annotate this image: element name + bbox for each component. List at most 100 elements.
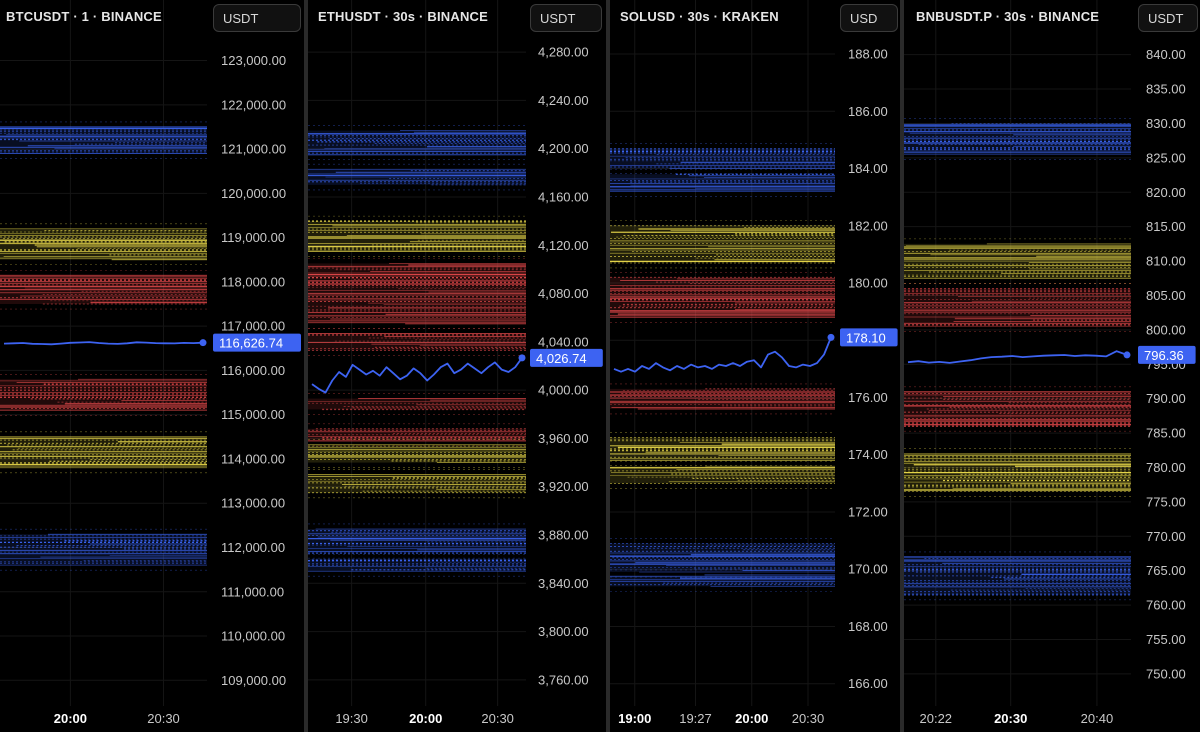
y-tick-label: 4,280.00 (538, 45, 589, 60)
y-tick-label: 830.00 (1146, 116, 1186, 131)
y-tick-label: 109,000.00 (221, 673, 286, 688)
y-tick-label: 3,960.00 (538, 431, 589, 446)
y-tick-label: 110,000.00 (221, 629, 285, 644)
currency-unit-button[interactable]: USDT (1138, 4, 1198, 32)
last-price-label: 796.36 (1144, 348, 1184, 363)
band-blue (904, 552, 1131, 600)
y-tick-label: 835.00 (1146, 82, 1186, 97)
band-blue (610, 169, 835, 196)
y-tick-label: 174.00 (848, 447, 888, 462)
x-tick-label: 20:30 (481, 711, 514, 726)
y-tick-label: 4,200.00 (538, 141, 589, 156)
band-fill (308, 399, 526, 410)
y-tick-label: 820.00 (1146, 185, 1186, 200)
chart-title[interactable]: ETHUSDT · 30s · BINANCE (318, 9, 489, 24)
y-tick-label: 790.00 (1146, 391, 1186, 406)
band-fill (610, 466, 835, 483)
last-price-dot (1124, 351, 1131, 358)
chart-title[interactable]: SOLUSD · 30s · KRAKEN (620, 9, 779, 24)
y-tick-label: 120,000.00 (221, 186, 286, 201)
y-tick-label: 118,000.00 (221, 274, 285, 289)
band-blue (308, 554, 526, 576)
price-series-line (908, 351, 1127, 363)
band-blue (904, 118, 1131, 159)
x-tick-label: 20:00 (54, 711, 87, 726)
currency-unit-button[interactable]: USD (840, 4, 898, 32)
y-tick-label: 3,760.00 (538, 672, 589, 687)
y-tick-label: 3,920.00 (538, 479, 589, 494)
currency-unit-button[interactable]: USDT (530, 4, 602, 32)
y-tick-label: 182.00 (848, 218, 888, 233)
band-fill (610, 174, 835, 191)
grid (610, 0, 835, 706)
y-tick-label: 765.00 (1146, 563, 1186, 578)
x-tick-label: 20:00 (735, 711, 768, 726)
band-red (0, 270, 207, 309)
y-tick-label: 785.00 (1146, 426, 1186, 441)
chart-title[interactable]: BTCUSDT · 1 · BINANCE (6, 9, 162, 24)
band-red (904, 387, 1131, 431)
band-red (308, 424, 526, 446)
grid (904, 0, 1131, 706)
price-series-line (312, 358, 522, 393)
y-tick-label: 117,000.00 (221, 319, 285, 334)
band-fill (0, 127, 207, 154)
y-tick-label: 775.00 (1146, 494, 1186, 509)
y-tick-label: 172.00 (848, 504, 888, 519)
price-series-line (4, 342, 203, 344)
panel-divider[interactable] (304, 0, 308, 732)
y-tick-label: 122,000.00 (221, 97, 286, 112)
y-tick-label: 3,880.00 (538, 528, 589, 543)
x-tick-label: 19:30 (335, 711, 368, 726)
x-tick-label: 20:22 (920, 711, 953, 726)
y-tick-label: 815.00 (1146, 219, 1186, 234)
band-yellow (904, 239, 1131, 283)
y-tick-label: 121,000.00 (221, 142, 286, 157)
band-fill (904, 392, 1131, 426)
band-yellow (0, 432, 207, 473)
last-price-label: 4,026.74 (536, 351, 587, 366)
band-blue (308, 524, 526, 558)
band-red (308, 328, 526, 355)
band-yellow (610, 433, 835, 466)
band-blue (610, 538, 835, 577)
band-yellow (308, 470, 526, 498)
band-red (904, 284, 1131, 332)
band-blue (308, 164, 526, 190)
band-red (610, 384, 835, 414)
y-tick-label: 176.00 (848, 390, 888, 405)
currency-unit-button[interactable]: USDT (213, 4, 301, 32)
band-yellow (308, 216, 526, 256)
band-blue (0, 529, 207, 570)
y-tick-label: 750.00 (1146, 666, 1186, 681)
panel-divider[interactable] (900, 0, 904, 732)
last-price-label-bg (840, 328, 898, 346)
band-red (308, 394, 526, 415)
last-price-label: 116,626.74 (219, 336, 283, 351)
last-price-dot (200, 339, 207, 346)
grid (308, 0, 526, 706)
y-tick-label: 112,000.00 (221, 540, 285, 555)
y-tick-label: 114,000.00 (221, 451, 285, 466)
y-tick-label: 184.00 (848, 161, 888, 176)
price-series-line (614, 337, 831, 371)
band-blue (610, 143, 835, 173)
y-tick-label: 3,800.00 (538, 624, 589, 639)
y-tick-label: 113,000.00 (221, 496, 285, 511)
y-tick-label: 123,000.00 (221, 53, 286, 68)
y-tick-label: 188.00 (848, 47, 888, 62)
band-red (0, 374, 207, 415)
band-yellow (610, 221, 835, 268)
x-tick-label: 19:27 (679, 711, 712, 726)
band-yellow (308, 439, 526, 467)
band-blue (308, 126, 526, 160)
band-fill (610, 148, 835, 168)
panel-divider[interactable] (606, 0, 610, 732)
chart-title[interactable]: BNBUSDT.P · 30s · BINANCE (916, 9, 1100, 24)
band-fill (610, 575, 835, 586)
y-tick-label: 770.00 (1146, 529, 1186, 544)
